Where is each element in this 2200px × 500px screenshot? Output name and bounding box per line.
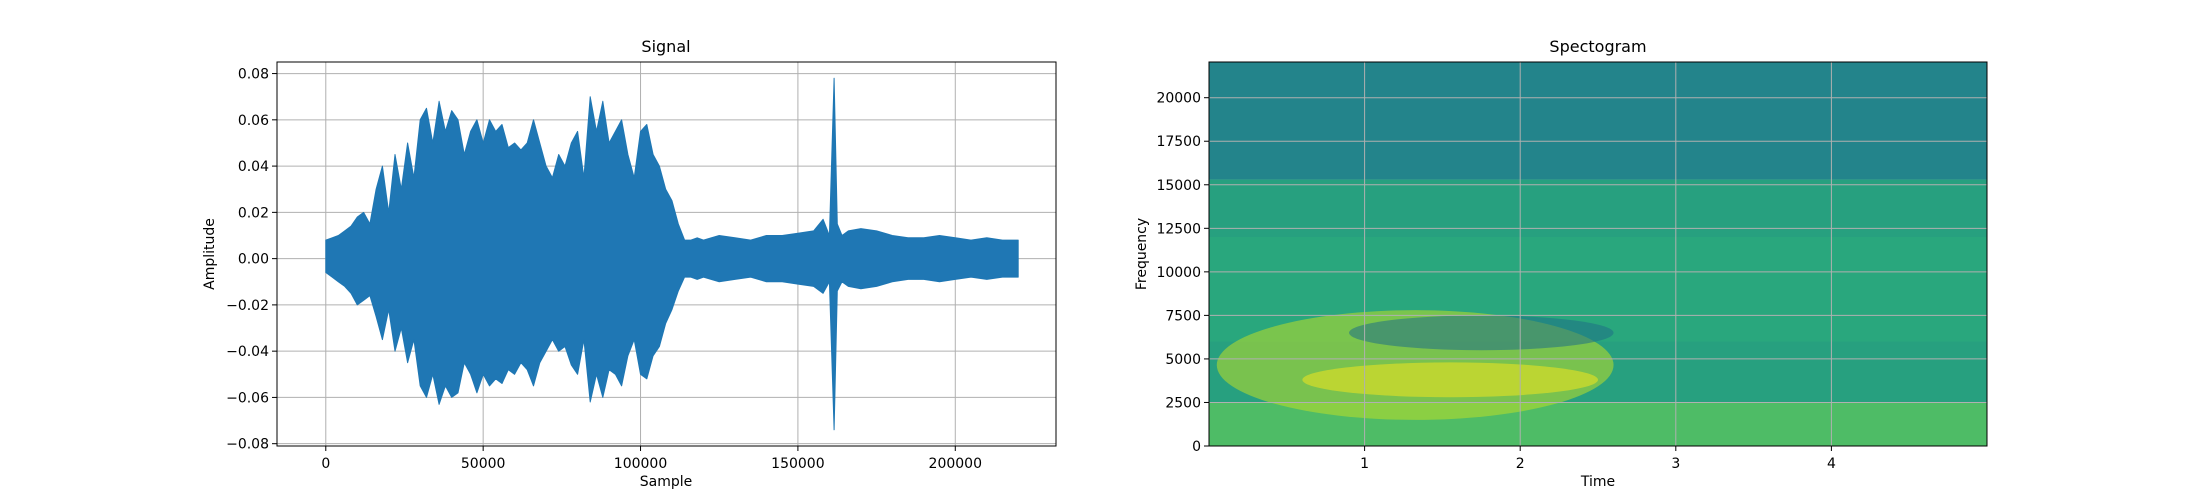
signal-title: Signal (641, 37, 690, 56)
spectrogram-x-ticks: 1 2 3 4 (1360, 446, 1836, 472)
signal-y-tick-label: 0.00 (238, 252, 269, 268)
signal-y-tick-label: −0.08 (226, 437, 269, 453)
spectrogram-y-tick-label: 10000 (1156, 265, 1201, 281)
spectrogram-highlight (1302, 362, 1599, 398)
signal-y-tick-label: 0.08 (238, 67, 269, 83)
spectrogram-band (1209, 62, 1987, 180)
spectrogram-x-tick-label: 1 (1360, 456, 1369, 472)
signal-x-ticks: 0 50000 100000 150000 200000 (321, 446, 982, 472)
signal-y-tick-label: −0.02 (226, 298, 269, 314)
spectrogram-title: Spectogram (1549, 37, 1646, 56)
signal-x-tick-label: 100000 (614, 456, 667, 472)
spectrogram-x-tick-label: 4 (1827, 456, 1836, 472)
signal-waveform (325, 77, 1019, 431)
spectrogram-y-tick-label: 12500 (1156, 221, 1201, 237)
signal-x-axis-label: Sample (640, 474, 693, 490)
signal-y-tick-label: 0.04 (238, 159, 269, 175)
signal-chart: Signal 0 50000 100000 150000 200000 −0.08−0.… (202, 37, 1057, 490)
spectrogram-x-axis-label: Time (1580, 474, 1615, 490)
spectrogram-y-tick-label: 2500 (1165, 395, 1201, 411)
signal-y-tick-label: 0.02 (238, 205, 269, 221)
signal-y-tick-label: 0.06 (238, 113, 269, 129)
spectrogram-y-tick-label: 15000 (1156, 178, 1201, 194)
signal-x-tick-label: 50000 (461, 456, 506, 472)
spectrogram-image (1209, 62, 1987, 446)
spectrogram-y-tick-label: 17500 (1156, 134, 1201, 150)
signal-y-ticks: −0.08 −0.06 −0.04 −0.02 0.00 0.02 0.04 0.06 0.08 (226, 67, 277, 453)
signal-x-tick-label: 200000 (929, 456, 982, 472)
spectrogram-chart: Spectogram 1 2 3 4 0 2500 5000 7500 10000 12500 1… (1134, 37, 1988, 490)
spectrogram-x-tick-label: 2 (1516, 456, 1525, 472)
signal-x-tick-label: 150000 (771, 456, 824, 472)
spectrogram-y-tick-label: 0 (1192, 439, 1201, 455)
spectrogram-y-ticks: 0 2500 5000 7500 10000 12500 15000 17500 20000 (1156, 91, 1209, 455)
signal-y-axis-label: Amplitude (202, 218, 218, 290)
spectrogram-y-axis-label: Frequency (1134, 218, 1150, 290)
spectrogram-x-tick-label: 3 (1671, 456, 1680, 472)
signal-plot-frame (276, 61, 1057, 447)
spectrogram-highlight (1349, 315, 1614, 351)
spectrogram-y-tick-label: 20000 (1156, 91, 1201, 107)
spectrogram-y-tick-label: 5000 (1165, 352, 1201, 368)
signal-x-tick-label: 0 (321, 456, 330, 472)
spectrogram-plot-frame (1208, 61, 1988, 447)
signal-y-tick-label: −0.04 (226, 344, 269, 360)
spectrogram-y-tick-label: 7500 (1165, 308, 1201, 324)
signal-series (325, 77, 1019, 431)
signal-y-tick-label: −0.06 (226, 390, 269, 406)
